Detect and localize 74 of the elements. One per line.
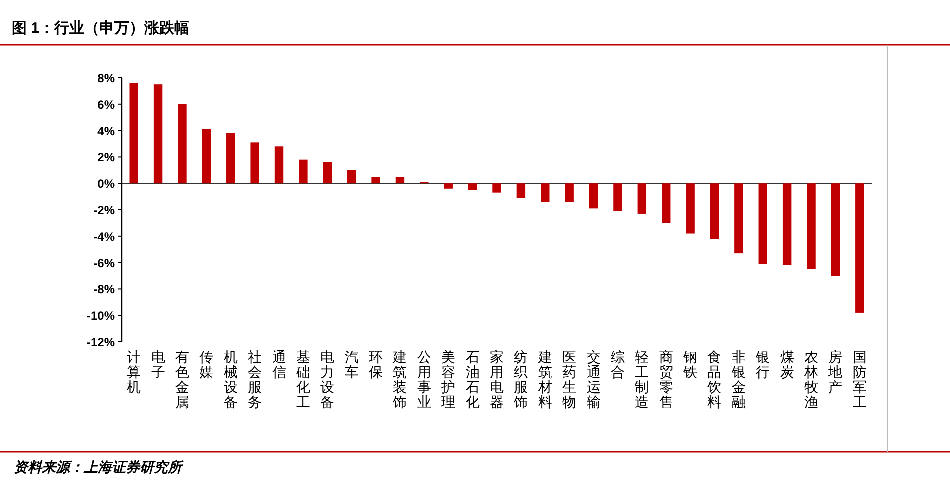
bar	[638, 184, 647, 214]
x-tick-label: 通信	[272, 350, 286, 381]
x-tick-label: 传媒	[200, 350, 214, 381]
x-tick-label: 环保	[369, 350, 384, 381]
bar	[323, 162, 332, 184]
x-tick-label: 电力设备	[320, 350, 335, 411]
y-tick-label: 4%	[98, 124, 116, 138]
bar	[372, 177, 380, 184]
x-tick-label: 国防军工	[852, 350, 867, 411]
chart-title: 图 1：行业（申万）涨跌幅	[12, 20, 190, 37]
bar	[130, 83, 138, 184]
x-tick-label: 银行	[755, 350, 770, 381]
bar	[347, 170, 356, 184]
y-tick-label: -4%	[94, 230, 116, 244]
x-tick-label: 计算机	[127, 350, 142, 396]
bar	[516, 184, 526, 198]
bar	[178, 104, 187, 184]
x-tick-label: 公用事业	[417, 350, 432, 411]
bar	[299, 160, 308, 184]
x-tick-label: 有色金属	[175, 350, 190, 411]
x-tick-label: 轻工制造	[635, 350, 650, 411]
x-tick-label: 商贸零售	[659, 350, 674, 411]
bar	[202, 129, 212, 184]
x-tick-label: 社会服务	[248, 350, 262, 411]
x-tick-label: 煤炭	[780, 350, 794, 381]
bar	[782, 184, 792, 266]
x-tick-label: 农林牧渔	[804, 350, 819, 411]
y-tick-label: 6%	[98, 98, 116, 112]
x-tick-label: 美容护理	[440, 350, 456, 411]
y-tick-label: 2%	[98, 150, 116, 165]
y-tick-label: 8%	[98, 72, 116, 86]
bar	[662, 184, 671, 224]
x-tick-label: 电子	[151, 350, 166, 381]
x-tick-label: 医药生物	[562, 350, 577, 411]
x-tick-label: 综合	[610, 350, 625, 381]
bar	[856, 184, 864, 313]
bar	[444, 184, 453, 189]
y-tick-label: -10%	[86, 309, 116, 324]
bar	[614, 184, 622, 212]
x-tick-label: 石油石化	[466, 350, 480, 411]
bar	[274, 146, 284, 184]
x-tick-label: 机械设备	[224, 350, 238, 411]
bar	[589, 184, 598, 209]
x-tick-label: 建筑装饰	[392, 350, 408, 411]
y-tick-label: 0%	[98, 177, 116, 192]
x-tick-label: 非银金融	[730, 350, 746, 411]
bar	[565, 184, 574, 202]
x-tick-label: 汽车	[344, 350, 359, 381]
bar	[396, 177, 405, 184]
bar	[492, 184, 502, 193]
y-tick-label: -6%	[94, 256, 116, 270]
bar	[831, 184, 840, 276]
bar	[468, 184, 478, 190]
bar	[758, 184, 768, 264]
bar	[541, 184, 550, 202]
x-tick-label: 纺织服饰	[513, 350, 528, 411]
y-tick-label: -12%	[86, 336, 116, 350]
bar	[710, 184, 720, 240]
bar	[226, 133, 236, 184]
y-tick-label: -2%	[94, 204, 116, 218]
x-tick-label: 食品饮料	[706, 350, 722, 411]
text: 资料来源：上海证券研究所	[14, 459, 185, 475]
bar	[734, 184, 744, 254]
x-tick-label: 建筑材料	[537, 350, 552, 411]
x-tick-label: 房地产	[828, 350, 843, 396]
bar	[154, 84, 163, 184]
bar	[250, 142, 260, 184]
bar	[807, 184, 816, 270]
x-tick-label: 基础化工	[295, 350, 310, 411]
bar	[686, 184, 695, 234]
x-tick-label: 钢铁	[682, 350, 698, 381]
x-tick-label: 家用电器	[490, 350, 504, 411]
y-tick-label: -8%	[94, 282, 116, 297]
x-tick-label: 交通运输	[586, 350, 601, 411]
